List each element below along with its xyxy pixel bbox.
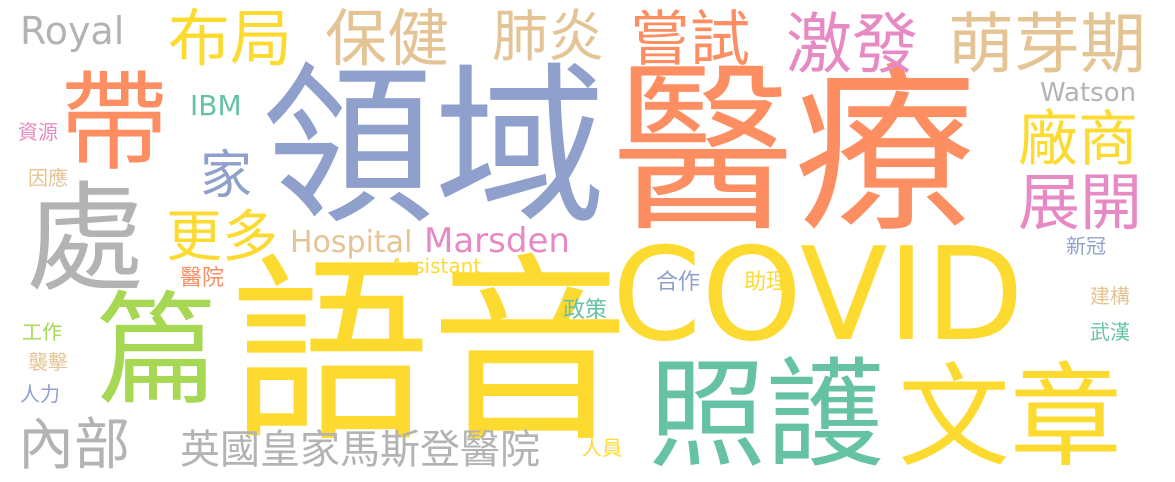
word-gengduo: 更多: [166, 205, 278, 270]
word-neibu: 內部: [18, 413, 130, 478]
word-lingyu: 領域: [262, 47, 606, 248]
word-covid: COVID: [612, 221, 1024, 370]
word-baojian: 保健: [325, 2, 450, 75]
word-jifa: 激發: [786, 6, 918, 83]
word-assistant: Assistant: [390, 254, 482, 278]
word-changshi: 嘗試: [630, 5, 750, 75]
word-zhuli: 助理: [744, 270, 789, 295]
word-watson: Watson: [1040, 78, 1137, 108]
word-xiji: 襲擊: [28, 350, 68, 374]
word-renyuan: 人員: [582, 436, 622, 460]
word-zhengce: 政策: [563, 298, 608, 323]
word-renli: 人力: [20, 382, 60, 406]
word-yiyuan: 醫院: [180, 266, 225, 291]
word-pian: 篇: [96, 280, 218, 422]
word-wenzhang: 文章: [898, 353, 1122, 482]
word-yingguo: 英國皇家馬斯登醫院: [180, 427, 540, 473]
word-yuyin: 語音: [230, 237, 631, 470]
word-hospital: Hospital: [290, 225, 413, 260]
word-xinguan: 新冠: [1066, 234, 1106, 258]
word-changshang: 廠商: [1018, 105, 1138, 175]
word-yiliao: 醫療: [612, 45, 976, 257]
word-jiangou: 建構: [1090, 284, 1130, 308]
word-wuhan: 武漢: [1090, 320, 1130, 344]
word-hezuo: 合作: [656, 270, 701, 295]
word-ibm: IBM: [190, 89, 242, 122]
word-zhaohu: 照護: [648, 346, 885, 482]
word-marsden: Marsden: [424, 221, 570, 261]
word-yinying: 因應: [28, 166, 68, 190]
word-dai: 帶: [60, 61, 169, 186]
word-bujv: 布局: [168, 2, 293, 75]
word-royal: Royal: [20, 9, 125, 53]
word-ziyuan: 資源: [18, 120, 58, 144]
word-zhankai: 展開: [1018, 166, 1143, 239]
word-gongzuo: 工作: [22, 320, 62, 344]
word-jia: 家: [200, 146, 253, 206]
word-chu: 處: [26, 170, 145, 308]
word-mengyaqi: 萌芽期: [948, 6, 1146, 83]
word-feiyan: 肺炎: [492, 5, 604, 70]
